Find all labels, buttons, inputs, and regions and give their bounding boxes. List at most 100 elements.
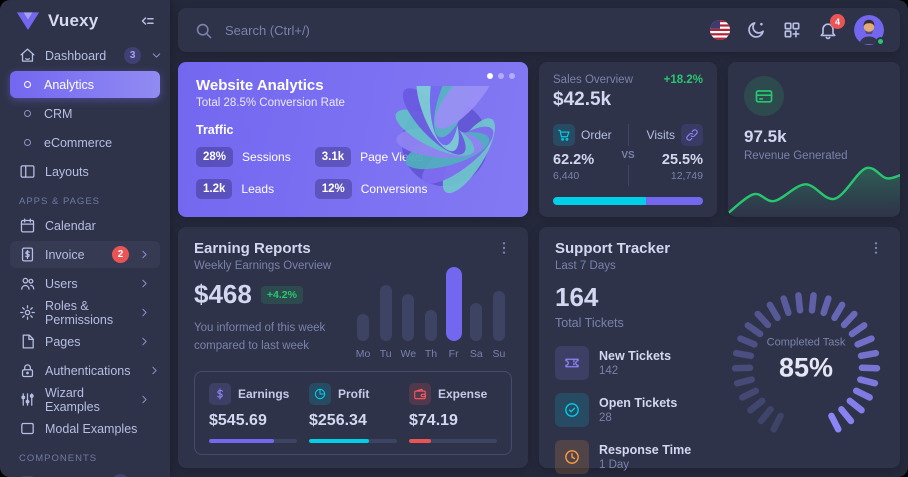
stat-value: 12% (314, 179, 352, 199)
bar-label: We (400, 348, 417, 360)
stat-progress (409, 439, 497, 443)
page-icon (19, 333, 36, 350)
vs-divider: VS (613, 124, 643, 186)
ticket-stat-response-time: Response Time 1 Day (555, 440, 713, 474)
carousel-dot[interactable] (509, 73, 515, 79)
clock-icon (555, 440, 589, 474)
search (194, 21, 710, 40)
bar (470, 303, 483, 341)
notification-badge: 4 (830, 14, 845, 29)
shortcuts-grid-icon[interactable] (782, 20, 802, 40)
sidebar-item-label: eCommerce (44, 135, 113, 150)
sidebar-nav: Dashboard 3 Analytics CRM eCommerce Layouts AP… (0, 40, 170, 477)
total-tickets-value: 164 (555, 282, 599, 312)
stat-earnings: Earnings $545.69 (209, 383, 297, 443)
sidebar-item-users[interactable]: Users (10, 270, 160, 297)
bar-label: Sa (469, 348, 483, 360)
sidebar-collapse-icon[interactable] (138, 12, 156, 30)
chevron-right-icon (138, 248, 151, 261)
visits-stat: Visits 25.5% 12,749 (643, 124, 703, 186)
carousel-dot[interactable] (487, 73, 493, 79)
bar (424, 310, 437, 341)
wizard-icon (19, 391, 36, 408)
user-avatar[interactable] (854, 15, 885, 46)
stat-expense: Expense $74.19 (409, 383, 497, 443)
revenue-value: 97.5k (744, 127, 787, 146)
layout-icon (19, 163, 36, 180)
order-percent: 62.2% (553, 152, 595, 168)
sales-overview-card: Sales Overview +18.2% $42.5k Order 62.2%… (539, 62, 717, 217)
carousel-dot[interactable] (498, 73, 504, 79)
vuexy-logo-icon (16, 11, 40, 31)
ticket-stat-new-tickets: New Tickets 142 (555, 346, 713, 380)
bar (492, 291, 505, 341)
bar-fr: Fr (445, 267, 463, 360)
sidebar-item-label: Card (45, 476, 72, 477)
website-analytics-card: Website Analytics Total 28.5% Conversion… (178, 62, 528, 217)
dollar-icon (209, 383, 231, 405)
notifications-bell-icon[interactable]: 4 (818, 14, 845, 40)
order-stat: Order 62.2% 6,440 (553, 124, 613, 186)
card-subtitle: Weekly Earnings Overview (194, 260, 332, 272)
bullet-icon (24, 110, 31, 117)
brand-name: Vuexy (48, 11, 99, 30)
more-options-icon[interactable] (868, 240, 884, 256)
sidebar-item-authentications[interactable]: Authentications (10, 357, 160, 384)
card-subtitle: Last 7 Days (555, 260, 616, 272)
bar-label: Th (424, 348, 438, 360)
sidebar-item-ecommerce[interactable]: eCommerce (10, 129, 160, 156)
stat-value: 28% (196, 147, 234, 167)
stat-value: 142 (599, 365, 619, 377)
lock-icon (19, 362, 36, 379)
sidebar-item-label: Authentications (45, 363, 131, 378)
sidebar-item-card[interactable]: Card 4 (10, 469, 160, 477)
sidebar-item-label: Wizard Examples (45, 385, 100, 414)
sidebar-item-calendar[interactable]: Calendar (10, 212, 160, 239)
sidebar-item-pages[interactable]: Pages (10, 328, 160, 355)
sales-amount: $42.5k (553, 89, 612, 110)
more-options-icon[interactable] (496, 240, 512, 256)
language-flag-icon[interactable] (710, 20, 730, 40)
sidebar-item-dashboard[interactable]: Dashboard 3 (10, 42, 161, 69)
sidebar-item-modal-examples[interactable]: Modal Examples (10, 415, 160, 442)
card-title: Sales Overview (553, 74, 633, 86)
sidebar-item-label: Roles & Permissions (45, 298, 114, 327)
cards-row-2: Earning Reports Weekly Earnings Overview… (178, 227, 900, 474)
stat-label: Earnings (238, 387, 290, 401)
sidebar-item-crm[interactable]: CRM (10, 100, 160, 127)
stat-value: $545.69 (209, 412, 267, 429)
modal-icon (19, 420, 36, 437)
bar-th: Th (422, 310, 440, 360)
stat-label: Response Time (599, 443, 692, 457)
main-content: 4 Website Analytics Total 28.5% Conversi… (170, 0, 908, 477)
navbar-icons: 4 (710, 14, 885, 46)
ticket-stat-open-tickets: Open Tickets 28 (555, 393, 713, 427)
earning-reports-card: Earning Reports Weekly Earnings Overview… (178, 227, 528, 468)
card-subtitle: Total 28.5% Conversion Rate (196, 97, 345, 109)
stat-value: 3.1k (314, 147, 352, 167)
dark-mode-moon-icon[interactable] (746, 20, 766, 40)
chevron-right-icon (138, 335, 151, 348)
sidebar-item-layouts[interactable]: Layouts (10, 158, 160, 185)
sidebar-item-roles-and-permissions[interactable]: Roles & Permissions (10, 298, 160, 327)
sidebar: Vuexy Dashboard 3 Analytics CRM eCommerce Lay… (0, 0, 170, 477)
cart-icon (553, 124, 575, 146)
visits-percent: 25.5% (661, 152, 703, 168)
stat-progress (309, 439, 397, 443)
sidebar-item-label: Users (45, 276, 78, 291)
earning-stats-box: Earnings $545.69 Profit $256.34 Expense $74.1… (194, 371, 512, 455)
search-input[interactable] (223, 21, 483, 39)
earnings-change-badge: +4.2% (260, 285, 303, 304)
stat-label: New Tickets (599, 349, 672, 363)
check-icon (555, 393, 589, 427)
sidebar-item-invoice[interactable]: Invoice 2 (10, 241, 160, 268)
bar-label: Mo (355, 348, 371, 360)
visits-label: Visits (646, 128, 675, 142)
sidebar-item-wizard-examples[interactable]: Wizard Examples (10, 385, 160, 414)
stat-label: Leads (241, 182, 275, 196)
weekly-earnings-amount: $468 (194, 279, 252, 310)
sidebar-item-analytics[interactable]: Analytics (10, 71, 160, 98)
invoice-icon (19, 246, 36, 263)
sidebar-item-label: Invoice (45, 247, 85, 262)
sidebar-item-label: Analytics (44, 77, 95, 92)
